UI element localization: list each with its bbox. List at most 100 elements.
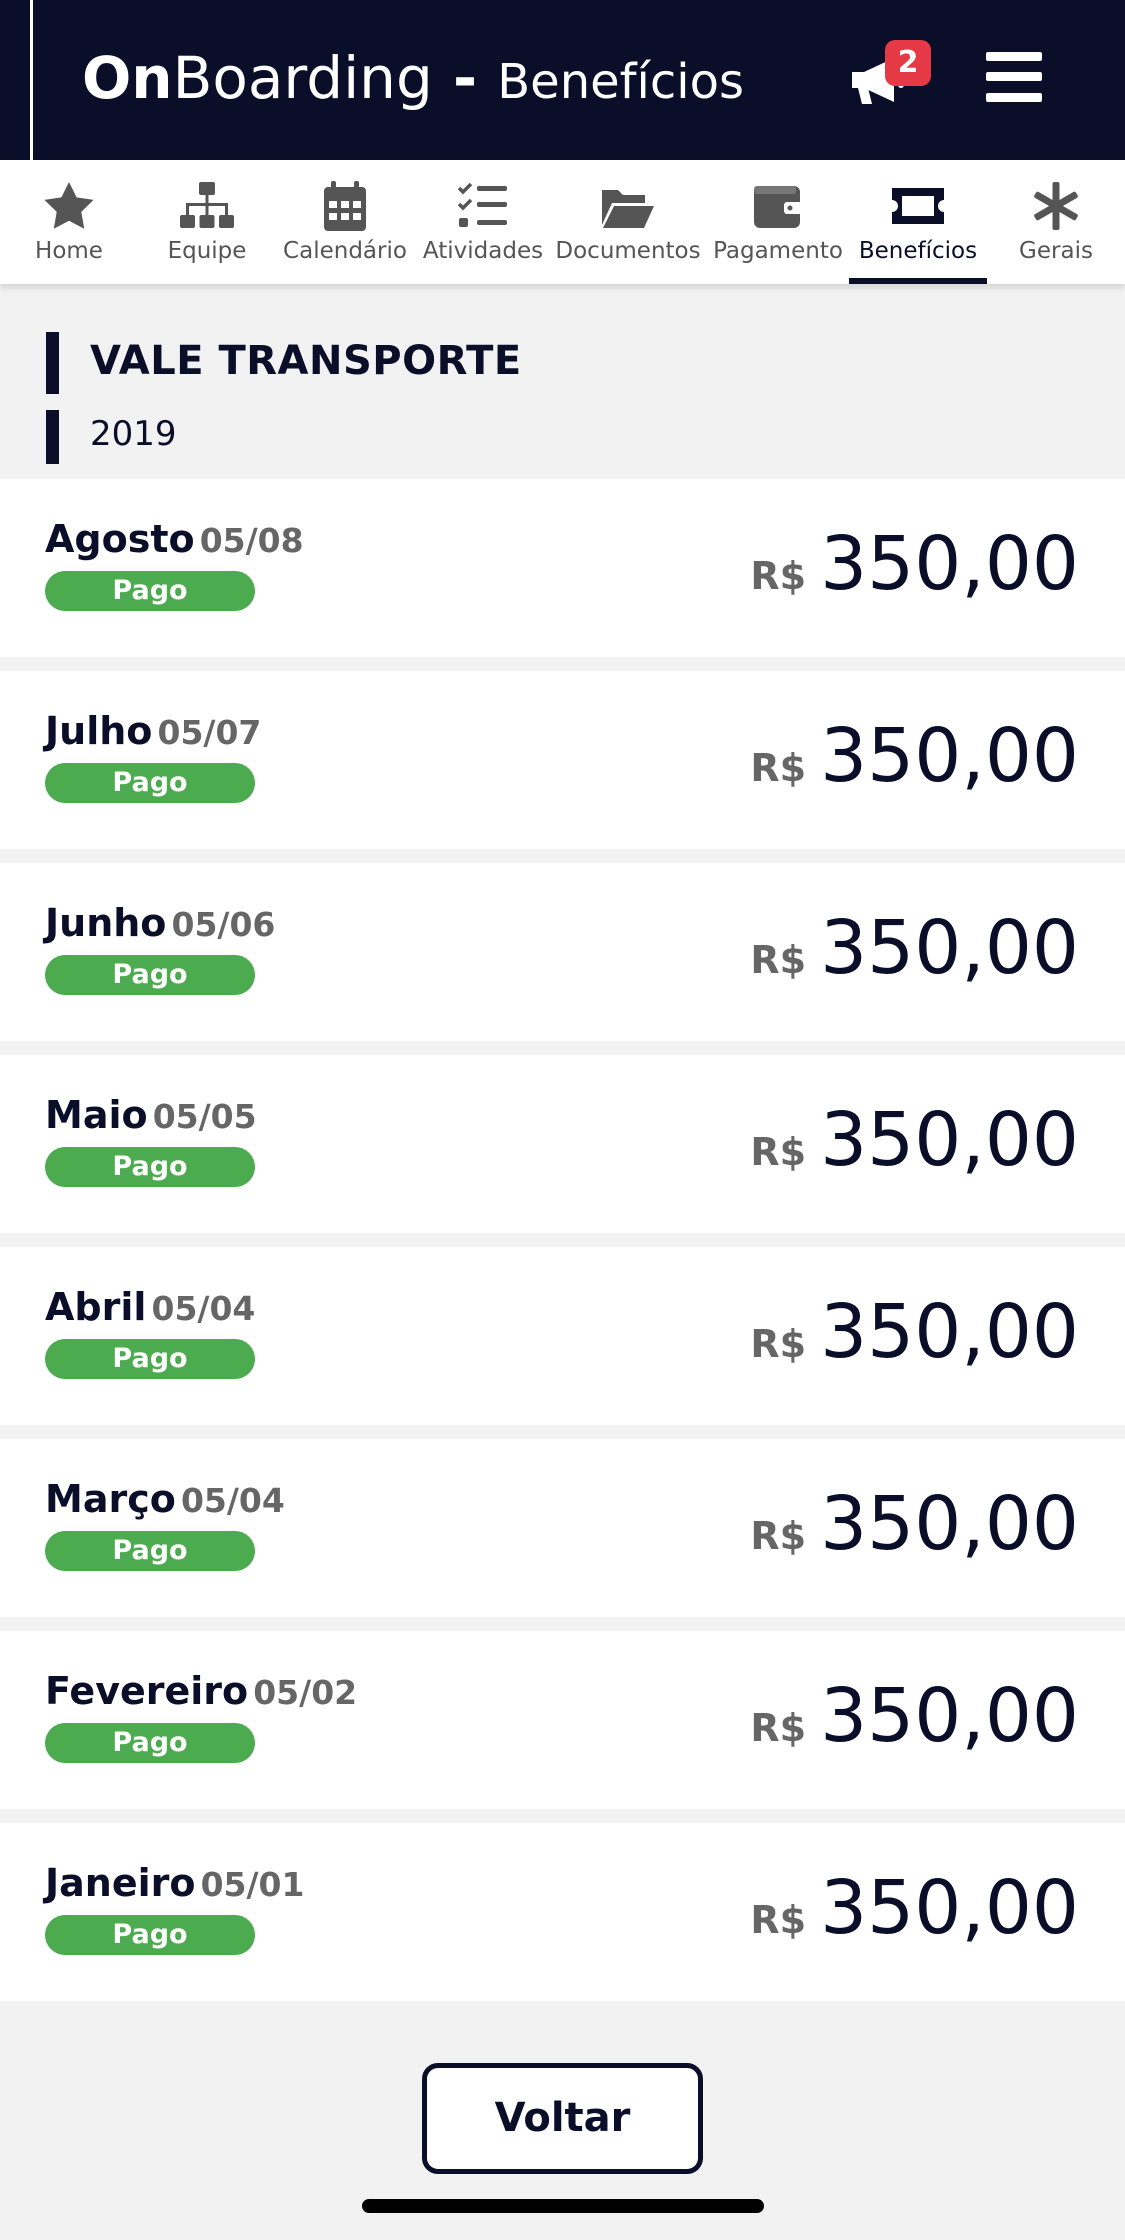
menu-line-icon <box>986 52 1042 61</box>
status-badge: Pago <box>45 1339 255 1379</box>
org-chart-icon <box>180 182 234 228</box>
wallet-icon <box>754 186 802 228</box>
payment-month: Março 05/04 <box>45 1477 285 1521</box>
month-name: Agosto <box>45 517 195 561</box>
payment-amount: R$ 350,00 <box>750 1097 1079 1183</box>
payment-amount: R$ 350,00 <box>750 713 1079 799</box>
amount-value: 350,00 <box>820 1289 1079 1375</box>
app-header: OnBoarding - Benefícios 2 <box>0 0 1125 160</box>
amount-value: 350,00 <box>820 713 1079 799</box>
currency-symbol: R$ <box>750 938 807 982</box>
amount-value: 350,00 <box>820 905 1079 991</box>
payment-row[interactable]: Abril 05/04 Pago R$ 350,00 <box>0 1247 1125 1425</box>
currency-symbol: R$ <box>750 1514 807 1558</box>
month-name: Fevereiro <box>45 1669 249 1713</box>
status-badge: Pago <box>45 571 255 611</box>
home-indicator <box>362 2199 764 2213</box>
header-edge-line <box>30 0 33 160</box>
payment-date: 05/02 <box>253 1673 358 1712</box>
month-name: Junho <box>45 901 167 945</box>
currency-symbol: R$ <box>750 1706 807 1750</box>
active-tab-indicator <box>849 278 987 284</box>
app-title-separator: - <box>432 44 498 112</box>
tab-calendario[interactable]: Calendário <box>276 160 414 284</box>
payment-row[interactable]: Agosto 05/08 Pago R$ 350,00 <box>0 479 1125 657</box>
app-title-on: On <box>82 44 173 112</box>
amount-value: 350,00 <box>820 1481 1079 1567</box>
amount-value: 350,00 <box>820 521 1079 607</box>
month-name: Julho <box>45 709 153 753</box>
menu-line-icon <box>986 72 1042 81</box>
payment-month: Agosto 05/08 <box>45 517 304 561</box>
status-badge: Pago <box>45 763 255 803</box>
amount-value: 350,00 <box>820 1865 1079 1951</box>
app-title: OnBoarding - Benefícios <box>82 38 744 122</box>
folder-open-icon <box>602 190 654 228</box>
payment-date: 05/04 <box>180 1481 285 1520</box>
status-badge: Pago <box>45 1723 255 1763</box>
amount-value: 350,00 <box>820 1673 1079 1759</box>
payment-month: Fevereiro 05/02 <box>45 1669 357 1713</box>
month-name: Março <box>45 1477 176 1521</box>
currency-symbol: R$ <box>750 554 807 598</box>
payment-amount: R$ 350,00 <box>750 1289 1079 1375</box>
payment-date: 05/05 <box>152 1097 257 1136</box>
payment-month: Julho 05/07 <box>45 709 261 753</box>
tab-label: Gerais <box>1019 238 1093 264</box>
tab-label: Pagamento <box>713 238 843 264</box>
payment-amount: R$ 350,00 <box>750 1673 1079 1759</box>
section-title-marker <box>46 332 59 394</box>
status-badge: Pago <box>45 1531 255 1571</box>
payment-amount: R$ 350,00 <box>750 905 1079 991</box>
payment-row[interactable]: Julho 05/07 Pago R$ 350,00 <box>0 671 1125 849</box>
ticket-icon <box>892 188 944 224</box>
tab-atividades[interactable]: Atividades <box>414 160 552 284</box>
tab-bar: Home Equipe Calendário <box>0 160 1125 284</box>
calendar-icon <box>324 181 366 231</box>
tab-label: Benefícios <box>858 238 978 264</box>
status-badge: Pago <box>45 955 255 995</box>
payment-date: 05/08 <box>199 521 304 560</box>
menu-line-icon <box>986 93 1042 102</box>
month-name: Janeiro <box>45 1861 196 1905</box>
payment-amount: R$ 350,00 <box>750 521 1079 607</box>
tab-label: Equipe <box>167 238 247 264</box>
payment-row[interactable]: Janeiro 05/01 Pago R$ 350,00 <box>0 1823 1125 2001</box>
payment-amount: R$ 350,00 <box>750 1865 1079 1951</box>
payment-date: 05/01 <box>200 1865 305 1904</box>
hamburger-menu-button[interactable] <box>986 52 1042 102</box>
notification-badge: 2 <box>885 40 931 86</box>
section-year-marker <box>46 410 59 464</box>
tab-home[interactable]: Home <box>0 160 138 284</box>
payment-month: Junho 05/06 <box>45 901 275 945</box>
payment-row[interactable]: Fevereiro 05/02 Pago R$ 350,00 <box>0 1631 1125 1809</box>
tab-pagamento[interactable]: Pagamento <box>709 160 847 284</box>
checklist-icon <box>457 182 507 227</box>
payment-date: 05/07 <box>157 713 262 752</box>
payment-row[interactable]: Junho 05/06 Pago R$ 350,00 <box>0 863 1125 1041</box>
tab-documentos[interactable]: Documentos <box>555 160 701 284</box>
payment-date: 05/06 <box>171 905 276 944</box>
status-badge: Pago <box>45 1915 255 1955</box>
tab-gerais[interactable]: Gerais <box>987 160 1125 284</box>
currency-symbol: R$ <box>750 1898 807 1942</box>
month-name: Maio <box>45 1093 148 1137</box>
tab-label: Home <box>35 238 103 264</box>
payment-row[interactable]: Março 05/04 Pago R$ 350,00 <box>0 1439 1125 1617</box>
tab-label: Documentos <box>555 238 701 264</box>
currency-symbol: R$ <box>750 1322 807 1366</box>
section-title: VALE TRANSPORTE <box>90 338 522 384</box>
tab-equipe[interactable]: Equipe <box>138 160 276 284</box>
back-button[interactable]: Voltar <box>422 2063 703 2174</box>
currency-symbol: R$ <box>750 1130 807 1174</box>
payment-month: Maio 05/05 <box>45 1093 257 1137</box>
tab-label: Atividades <box>422 238 544 264</box>
month-name: Abril <box>45 1285 147 1329</box>
app-title-section: Benefícios <box>497 54 744 110</box>
amount-value: 350,00 <box>820 1097 1079 1183</box>
payment-row[interactable]: Maio 05/05 Pago R$ 350,00 <box>0 1055 1125 1233</box>
asterisk-icon <box>1034 182 1078 230</box>
payment-month: Janeiro 05/01 <box>45 1861 304 1905</box>
currency-symbol: R$ <box>750 746 807 790</box>
tab-beneficios[interactable]: Benefícios <box>849 160 987 284</box>
